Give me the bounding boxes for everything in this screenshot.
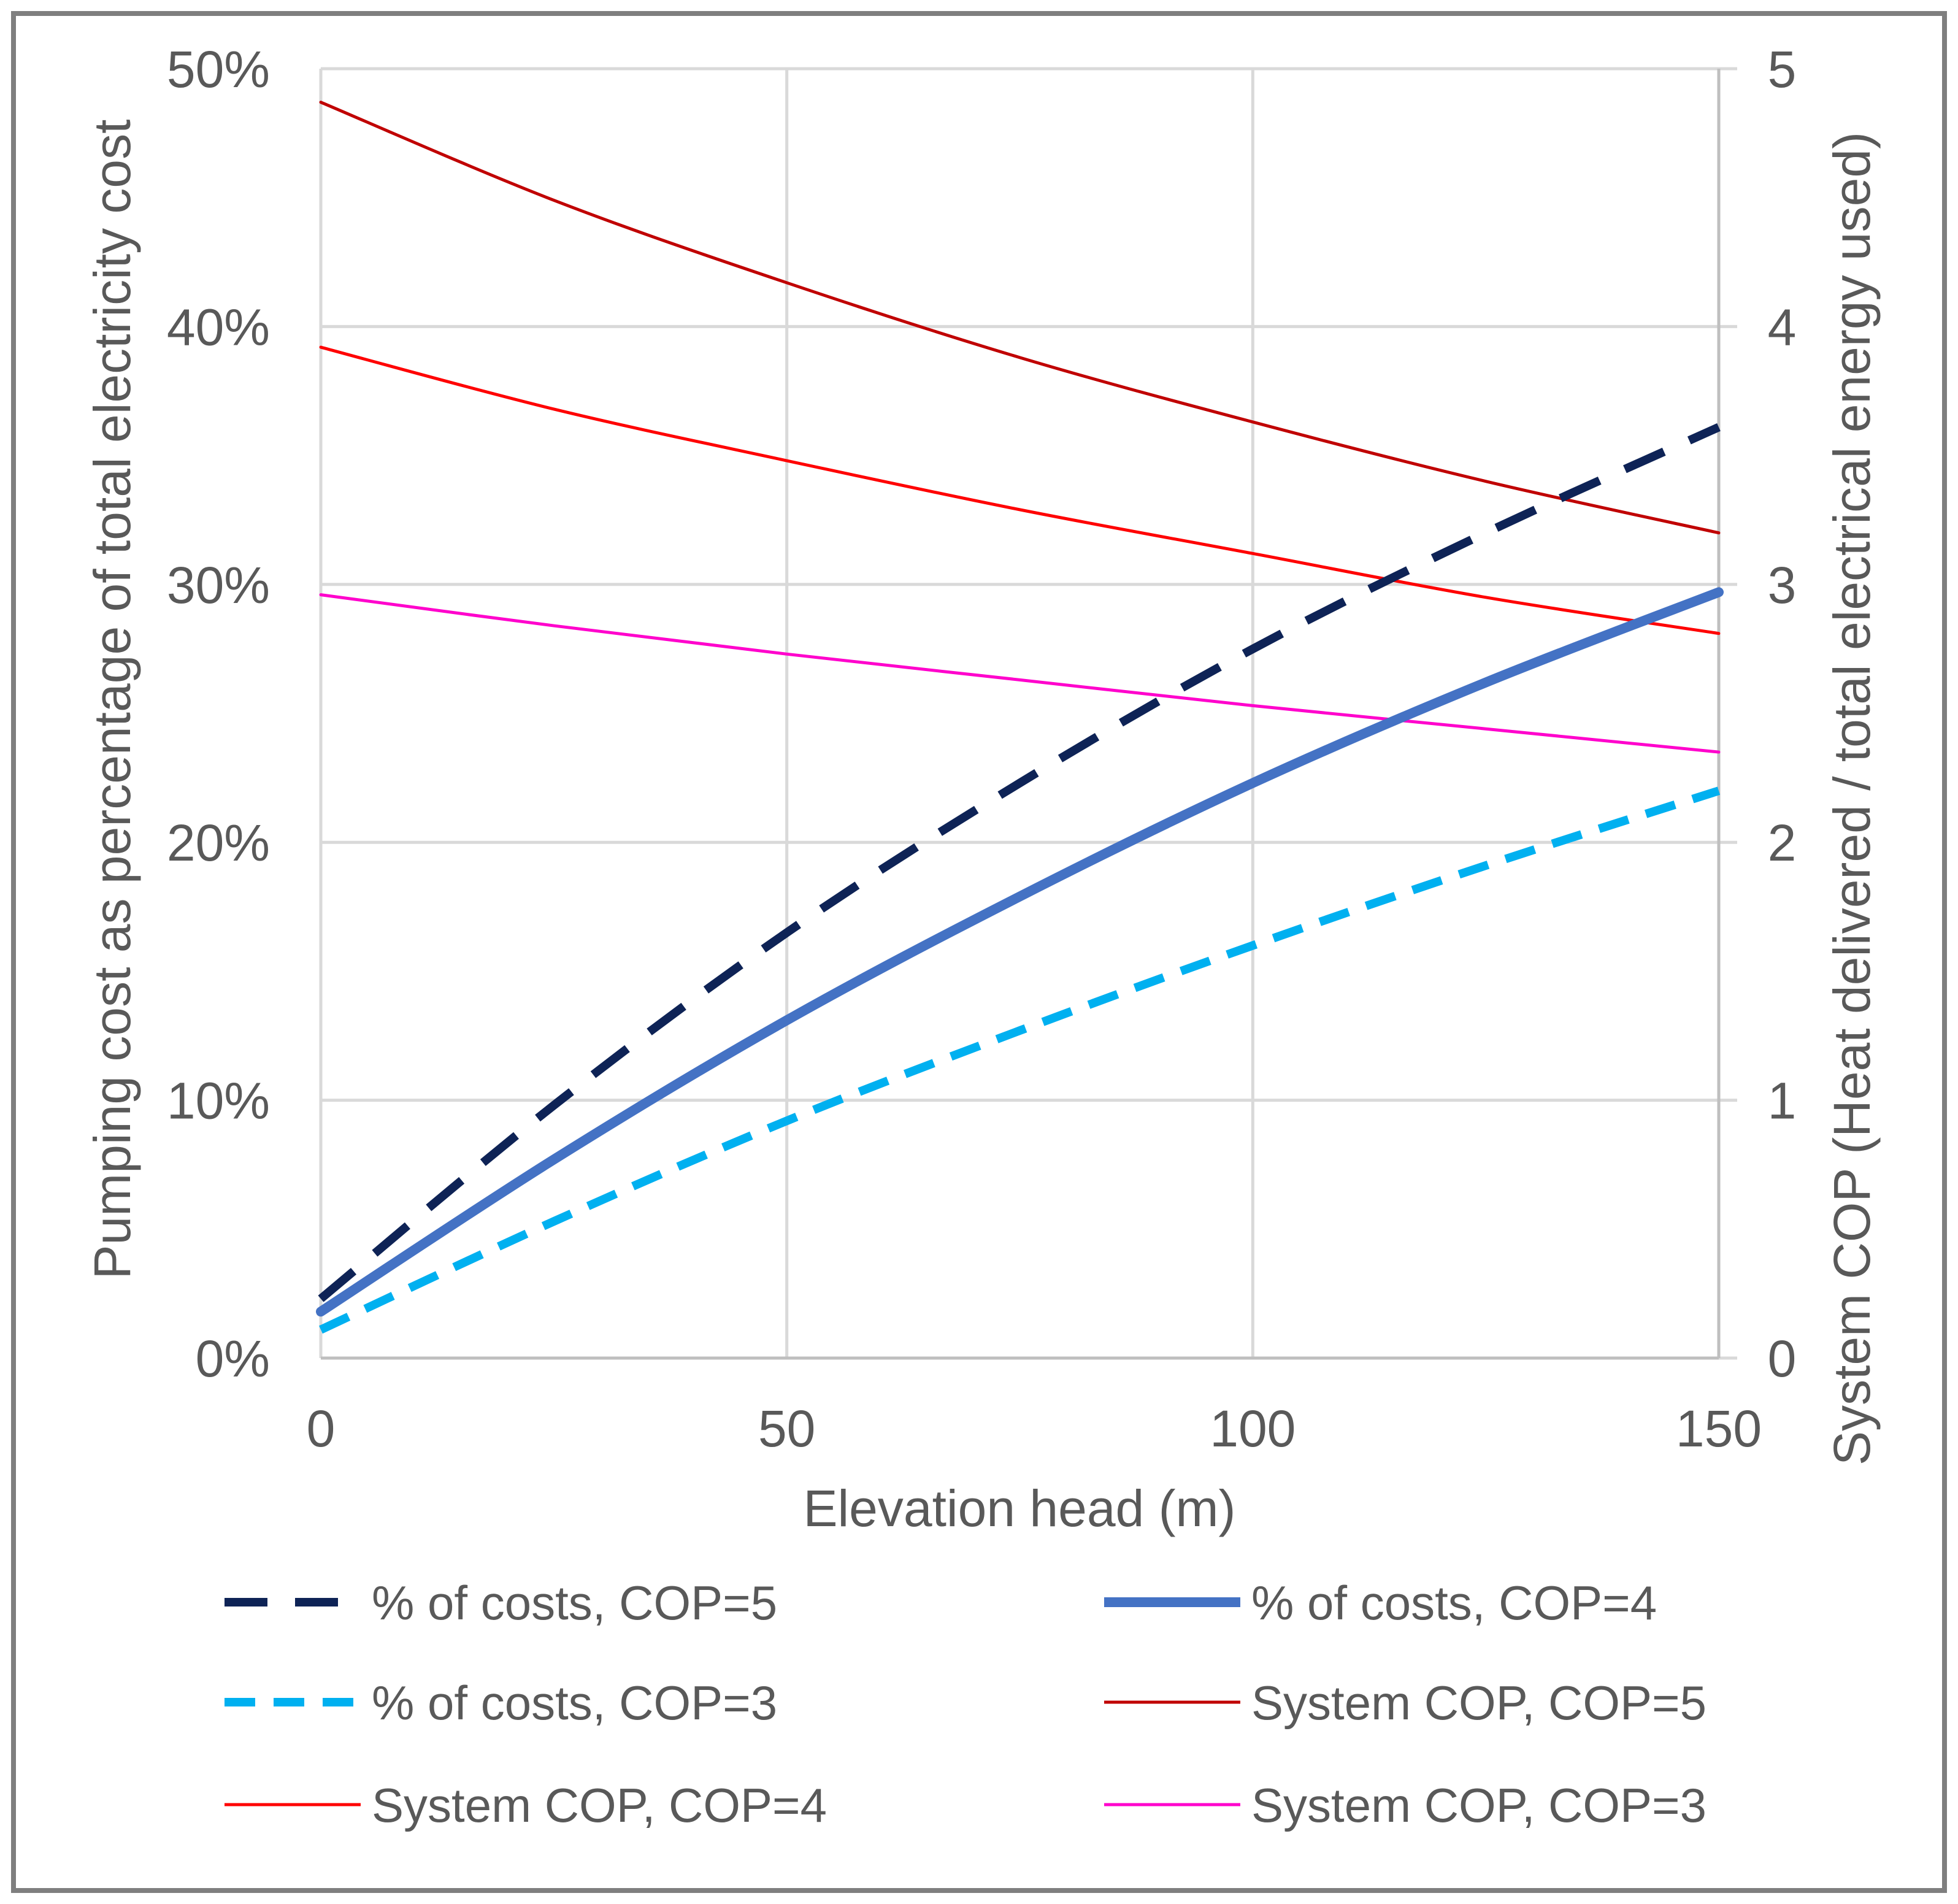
x-tick-label: 0 <box>307 1400 336 1457</box>
y-tick-label: 30% <box>167 556 270 614</box>
series-line-4 <box>319 345 1721 635</box>
y-tick-label: 0% <box>196 1330 270 1388</box>
x-tick-label: 150 <box>1676 1400 1762 1457</box>
legend-label: % of costs, COP=5 <box>372 1576 777 1630</box>
y2-tick-label: 0 <box>1768 1330 1797 1388</box>
x-axis-title: Elevation head (m) <box>803 1480 1235 1537</box>
y2-tick-label: 2 <box>1768 814 1797 872</box>
y2-axis-title: System COP (Heat delivered / total elect… <box>1823 132 1881 1465</box>
y2-tick-label: 3 <box>1768 556 1797 614</box>
y-tick-label: 10% <box>167 1072 270 1130</box>
x-tick-label: 100 <box>1210 1400 1296 1457</box>
series-line-2 <box>319 786 1721 1334</box>
series-line-3 <box>319 101 1721 535</box>
y2-tick-label: 5 <box>1768 40 1797 98</box>
series-line-5 <box>319 593 1721 754</box>
y-tick-label: 20% <box>167 814 270 872</box>
legend-label: System COP, COP=3 <box>1251 1778 1707 1832</box>
y-axis-title: Pumping cost as percentage of total elec… <box>83 120 141 1280</box>
series-lines <box>316 101 1724 1334</box>
y2-tick-label: 1 <box>1768 1072 1797 1130</box>
y-tick-label: 40% <box>167 298 270 356</box>
legend-label: % of costs, COP=4 <box>1251 1576 1657 1630</box>
legend-label: System COP, COP=5 <box>1251 1676 1707 1730</box>
legend: % of costs, COP=5 % of costs, COP=4 % of c… <box>225 1576 1707 1832</box>
series-line-1 <box>316 587 1724 1317</box>
legend-label: % of costs, COP=3 <box>372 1676 777 1730</box>
legend-label: System COP, COP=4 <box>372 1778 827 1832</box>
series-line-0 <box>318 423 1721 1302</box>
y-tick-label: 50% <box>167 40 270 98</box>
y2-tick-label: 4 <box>1768 298 1797 356</box>
x-tick-label: 50 <box>758 1400 815 1457</box>
